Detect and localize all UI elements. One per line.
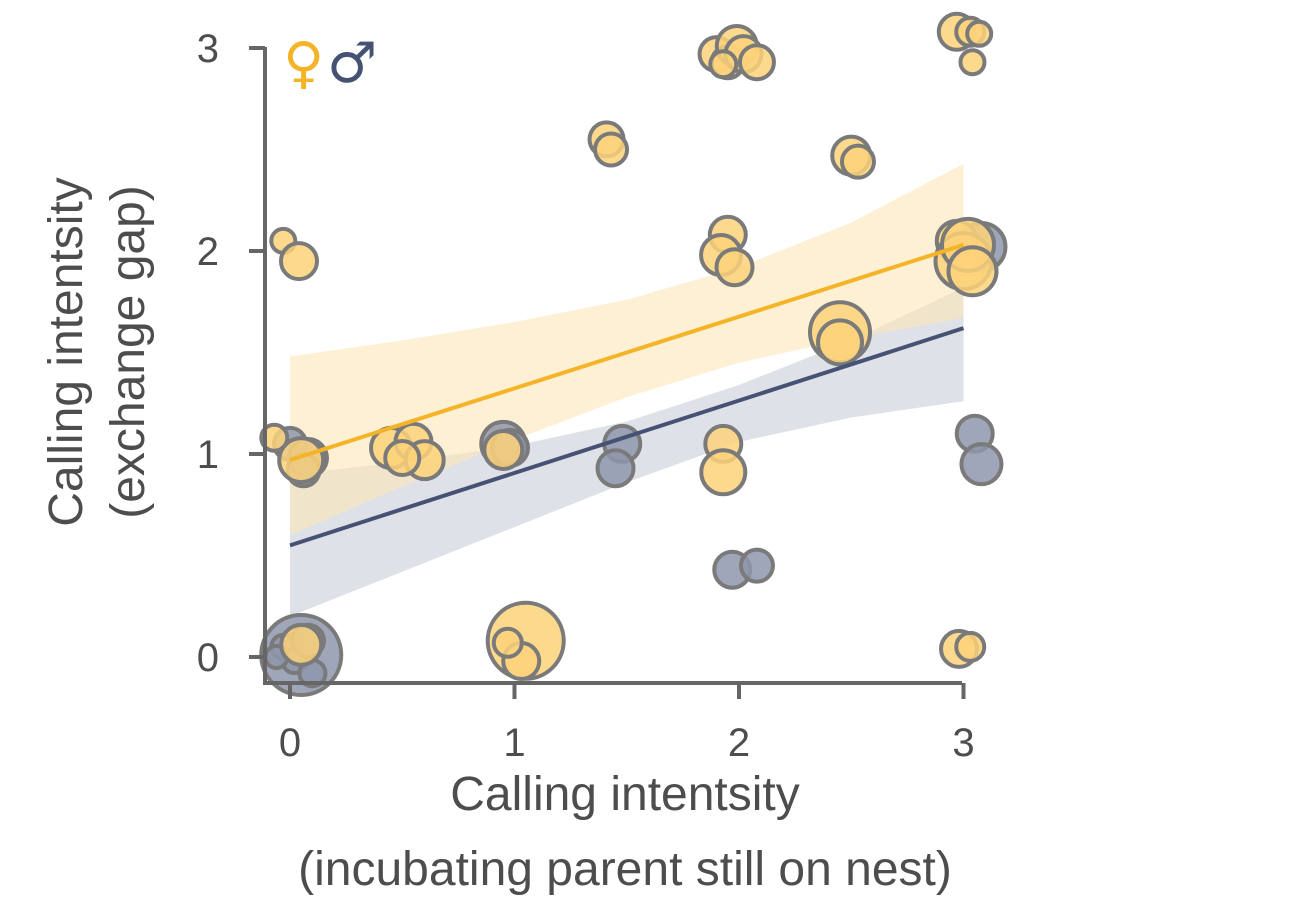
y-axis-title-line2: (exchange gap) <box>102 185 155 519</box>
legend-male-symbol: ♂ <box>327 31 377 96</box>
legend: ♀ ♂ <box>283 31 377 96</box>
female-data-point <box>946 245 999 298</box>
female-data-point <box>965 19 994 48</box>
female-data-point <box>383 439 422 478</box>
x-tick-label: 0 <box>279 721 301 765</box>
y-axis-title-line1: Calling intentsity <box>40 177 93 527</box>
x-ticks: 0 1 2 3 <box>279 683 975 765</box>
female-data-point <box>278 241 319 282</box>
male-data-point <box>959 442 1004 487</box>
x-axis-title-line2: (incubating parent still on nest) <box>298 843 952 896</box>
female-data-point <box>954 630 987 663</box>
fit-lines <box>289 243 965 548</box>
female-data-point <box>259 422 290 453</box>
female-data-point <box>593 131 630 168</box>
female-data-point <box>708 49 739 80</box>
confidence-bands <box>290 163 964 617</box>
female-confidence-band <box>290 163 964 536</box>
y-tick-label: 0 <box>197 636 219 680</box>
female-data-point <box>279 622 324 667</box>
female-data-point <box>839 143 876 180</box>
female-data-point <box>699 448 748 497</box>
axes: 0 1 2 3 0 1 2 3 <box>197 27 975 765</box>
female-data-point <box>714 247 755 288</box>
legend-female-symbol: ♀ <box>283 31 324 96</box>
y-tick-label: 2 <box>197 230 219 274</box>
x-axis-title-line1: Calling intentsity <box>450 768 800 821</box>
female-fit-line <box>289 243 965 462</box>
y-ticks: 0 1 2 3 <box>197 27 265 680</box>
female-data-point <box>816 318 865 367</box>
x-tick-label: 1 <box>503 721 525 765</box>
male-data-point <box>595 448 636 489</box>
female-data-point <box>482 428 525 471</box>
y-axis-title: Calling intentsity (exchange gap) <box>40 177 155 527</box>
x-tick-label: 3 <box>952 721 974 765</box>
female-data-point <box>958 48 987 77</box>
female-data-point <box>491 626 524 659</box>
y-tick-label: 3 <box>197 27 219 71</box>
male-fit-line <box>289 326 965 548</box>
male-data-point <box>738 547 775 584</box>
y-tick-label: 1 <box>197 433 219 477</box>
female-data-point <box>277 436 326 485</box>
female-data-point <box>737 43 776 82</box>
x-tick-label: 2 <box>728 721 750 765</box>
